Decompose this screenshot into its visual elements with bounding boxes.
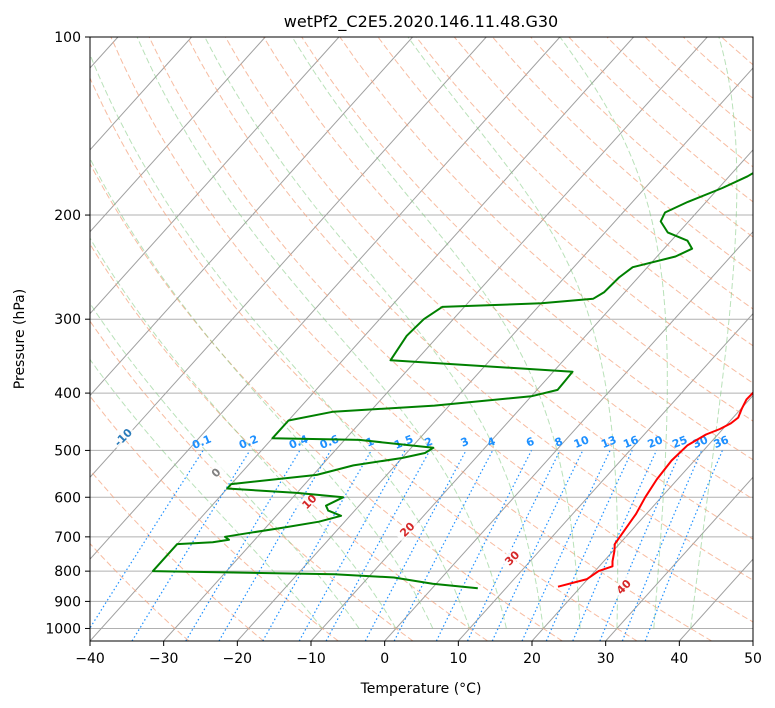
- axes: −40 −30 −20 −10 0 10 20 30 40 50 1000 900 800 700 600 5…: [45, 30, 762, 667]
- isotherm-line: [236, 67, 753, 641]
- x-tick-label: 20: [523, 651, 541, 667]
- dry-adiabat-line: [110, 37, 712, 641]
- mixing-ratio-line: [90, 450, 204, 630]
- dry-adiabat-line: [148, 37, 753, 623]
- dry-adiabat-line: [90, 76, 638, 641]
- mixing-ratio-line: [621, 450, 703, 641]
- plot-background: [90, 37, 753, 641]
- isotherm-line: [90, 37, 413, 397]
- dewpoint-profile-line: [151, 171, 753, 590]
- y-tick-label: 500: [54, 443, 81, 459]
- adiabat-label-bg: [610, 573, 636, 599]
- isotherm-line: [605, 476, 753, 641]
- y-tick-label: 100: [54, 30, 81, 46]
- mixing-ratio-label: 25: [670, 433, 689, 451]
- isotherm-line: [384, 230, 753, 641]
- moist-adiabat-line: [90, 53, 471, 629]
- dry-adiabat-line: [90, 243, 488, 641]
- x-tick-label: −20: [223, 651, 253, 667]
- x-tick-label: −10: [296, 651, 326, 667]
- y-tick-label: 600: [54, 490, 81, 506]
- y-tick-label: 200: [54, 208, 81, 224]
- temperature-profile-line: [557, 391, 753, 588]
- mixing-ratio-line: [298, 450, 406, 641]
- x-tick-label: 30: [597, 651, 615, 667]
- chart-title: wetPf2_C2E5.2020.146.11.48.G30: [284, 12, 558, 32]
- moist-adiabat-line: [559, 37, 668, 629]
- dry-adiabat-line: [224, 37, 753, 540]
- isotherm-line: [457, 312, 753, 641]
- mixing-ratio-label: 16: [621, 433, 640, 451]
- y-tick-label: 700: [54, 530, 81, 546]
- isotherm-line: [163, 37, 708, 641]
- mixing-ratio-line: [572, 450, 658, 641]
- dry-adiabat-line: [263, 37, 753, 500]
- adiabat-label-bg: [109, 423, 136, 450]
- y-tick-label: 300: [54, 312, 81, 328]
- isotherm-line: [90, 37, 561, 560]
- isotherm-line: [90, 37, 266, 233]
- mixing-ratio-line: [131, 450, 251, 641]
- adiabat-label-bg: [393, 515, 420, 542]
- mixing-ratio-line: [325, 450, 431, 641]
- mixing-ratio-label: 13: [599, 433, 618, 451]
- moist-adiabat-line: [136, 37, 507, 629]
- moist-adiabat-line: [204, 37, 544, 629]
- x-tick-label: 40: [670, 651, 688, 667]
- x-tick-label: 50: [744, 651, 762, 667]
- moist-adiabat-line: [690, 37, 738, 629]
- isotherm-line: [90, 37, 340, 315]
- dry-adiabat-line: [90, 162, 563, 641]
- dry-adiabat-line: [90, 469, 264, 641]
- moist-adiabat-line: [90, 358, 323, 629]
- mixing-ratio-line: [262, 450, 372, 641]
- dry-adiabat-line: [301, 37, 753, 461]
- mixing-ratio-label: 20: [646, 433, 665, 451]
- x-tick-label: −40: [75, 651, 105, 667]
- isotherm-line: [90, 37, 634, 641]
- moist-adiabat-line: [291, 37, 581, 629]
- moist-adiabat-line: [90, 302, 360, 629]
- y-tick-label: 800: [54, 564, 81, 580]
- y-tick-label: 400: [54, 386, 81, 402]
- adiabat-label-bg: [202, 459, 228, 485]
- mixing-ratio-label: 3: [459, 435, 471, 450]
- y-tick-label: 1000: [45, 621, 81, 637]
- moist-adiabat-line: [90, 237, 397, 629]
- dry-adiabat-line: [186, 37, 753, 581]
- mixing-ratio-label: 1: [364, 435, 376, 450]
- mixing-ratio-label: 2: [423, 435, 435, 450]
- dry-adiabat-line: [339, 37, 753, 422]
- mixing-ratio-line: [644, 450, 723, 641]
- mixing-ratio-label: 30: [691, 433, 710, 451]
- mixing-ratio-label: 10: [572, 433, 591, 451]
- x-tick-label: 0: [380, 651, 389, 667]
- mixing-ratio-label: 8: [553, 435, 565, 450]
- y-axis-title: Pressure (hPa): [12, 289, 28, 389]
- x-tick-label: −30: [149, 651, 179, 667]
- plot-frame: [89, 36, 754, 642]
- moist-adiabat-line: [90, 157, 434, 629]
- y-tick-label: 900: [54, 594, 81, 610]
- mixing-ratio-line: [545, 450, 633, 641]
- isotherm-line: [531, 394, 753, 641]
- mixing-ratio-line: [435, 450, 533, 641]
- mixing-ratio-label: 36: [712, 433, 731, 451]
- x-tick-label: 10: [449, 651, 467, 667]
- isotherm-line: [90, 37, 192, 151]
- mixing-ratio-line: [599, 450, 682, 641]
- x-axis-title: Temperature (°C): [360, 681, 482, 697]
- isotherm-line: [90, 37, 487, 479]
- adiabat-label-bg: [498, 544, 524, 571]
- dry-adiabat-line: [415, 37, 753, 347]
